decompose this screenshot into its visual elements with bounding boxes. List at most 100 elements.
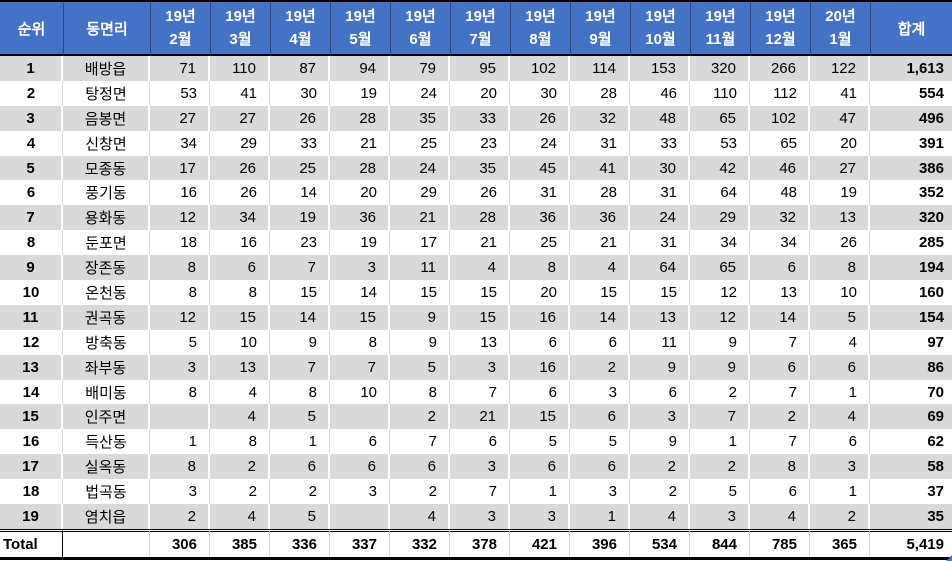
cell-value[interactable]: 20 [810,130,870,156]
cell-value[interactable]: 3 [450,504,510,529]
cell-value[interactable]: 48 [630,105,690,131]
cell-district[interactable]: 온천동 [63,280,150,305]
cell-row-total[interactable]: 62 [870,429,952,455]
cell-value[interactable]: 5 [390,354,450,380]
cell-district[interactable]: 법곡동 [63,479,150,505]
cell-value[interactable]: 7 [690,404,750,430]
cell-value[interactable]: 35 [390,105,450,131]
col-header-month-2[interactable]: 19년 3월 [210,2,270,56]
col-header-rank[interactable]: 순위 [0,2,63,56]
cell-row-total[interactable]: 69 [870,404,952,430]
cell-value[interactable]: 4 [630,504,690,529]
col-header-district[interactable]: 동면리 [63,2,150,56]
cell-value[interactable]: 15 [390,280,450,305]
cell-rank[interactable]: 11 [0,304,63,330]
cell-row-total[interactable]: 37 [870,479,952,505]
col-header-month-3[interactable]: 19년 4월 [270,2,330,56]
cell-value[interactable]: 3 [630,404,690,430]
cell-value[interactable]: 13 [750,280,810,305]
cell-value[interactable]: 26 [810,230,870,256]
cell-value[interactable]: 35 [450,155,510,181]
cell-value[interactable]: 28 [330,105,390,131]
cell-value[interactable]: 15 [450,280,510,305]
cell-value[interactable]: 11 [390,255,450,281]
cell-value[interactable]: 8 [150,280,210,305]
cell-value[interactable]: 1 [570,504,630,529]
cell-value[interactable]: 6 [390,454,450,480]
cell-value[interactable]: 110 [210,56,270,81]
cell-value[interactable]: 4 [450,255,510,281]
cell-value[interactable]: 13 [630,304,690,330]
cell-value[interactable]: 153 [630,56,690,81]
cell-district[interactable]: 득산동 [63,429,150,455]
cell-value[interactable]: 5 [570,429,630,455]
cell-value[interactable]: 28 [570,180,630,206]
cell-district[interactable]: 실옥동 [63,454,150,480]
cell-column-total[interactable]: 332 [390,528,450,557]
col-header-month-5[interactable]: 19년 6월 [390,2,450,56]
cell-value[interactable]: 21 [450,404,510,430]
cell-rank[interactable]: 2 [0,80,63,106]
cell-rank[interactable]: 17 [0,454,63,480]
cell-value[interactable]: 21 [330,130,390,156]
cell-value[interactable]: 42 [690,155,750,181]
cell-value[interactable]: 41 [810,80,870,106]
cell-row-total[interactable]: 285 [870,230,952,256]
cell-value[interactable]: 4 [810,329,870,355]
cell-value[interactable]: 19 [330,230,390,256]
cell-value[interactable]: 17 [390,230,450,256]
cell-value[interactable]: 1 [810,479,870,505]
cell-value[interactable]: 6 [570,404,630,430]
cell-value[interactable]: 12 [150,304,210,330]
cell-value[interactable]: 6 [270,454,330,480]
cell-value[interactable]: 25 [270,155,330,181]
cell-value[interactable]: 8 [210,429,270,455]
cell-district[interactable]: 둔포면 [63,230,150,256]
cell-value[interactable]: 6 [450,429,510,455]
cell-value[interactable]: 2 [390,479,450,505]
cell-value[interactable]: 15 [270,280,330,305]
cell-column-total[interactable]: 337 [330,528,390,557]
cell-value[interactable]: 34 [690,230,750,256]
cell-value[interactable]: 5 [270,404,330,430]
cell-value[interactable]: 30 [630,155,690,181]
cell-value[interactable]: 25 [390,130,450,156]
cell-value[interactable]: 4 [210,379,270,405]
cell-value[interactable]: 9 [390,304,450,330]
cell-value[interactable]: 3 [150,354,210,380]
cell-value[interactable]: 8 [810,255,870,281]
cell-district[interactable]: 장존동 [63,255,150,281]
col-header-month-11[interactable]: 19년 12월 [750,2,810,56]
cell-value[interactable]: 41 [570,155,630,181]
cell-value[interactable]: 2 [690,454,750,480]
cell-rank[interactable]: 5 [0,155,63,181]
cell-district[interactable]: 인주면 [63,404,150,430]
cell-value[interactable]: 15 [570,280,630,305]
cell-value[interactable]: 3 [570,379,630,405]
cell-district[interactable]: 신창면 [63,130,150,156]
cell-value[interactable]: 6 [570,454,630,480]
cell-value[interactable]: 10 [330,379,390,405]
cell-value[interactable]: 17 [150,155,210,181]
cell-value[interactable]: 2 [390,404,450,430]
cell-value[interactable]: 48 [750,180,810,206]
cell-value[interactable]: 4 [390,504,450,529]
cell-value[interactable]: 4 [210,404,270,430]
cell-rank[interactable]: 1 [0,56,63,81]
cell-value[interactable]: 32 [570,105,630,131]
cell-value[interactable]: 3 [810,454,870,480]
cell-row-total[interactable]: 1,613 [870,56,952,81]
cell-value[interactable]: 36 [330,205,390,231]
cell-column-total[interactable]: 534 [630,528,690,557]
cell-value[interactable]: 20 [450,80,510,106]
cell-value[interactable]: 16 [210,230,270,256]
cell-value[interactable]: 26 [210,155,270,181]
cell-rank[interactable]: 16 [0,429,63,455]
cell-value[interactable]: 23 [450,130,510,156]
cell-value[interactable]: 2 [750,404,810,430]
cell-rank[interactable]: 12 [0,329,63,355]
cell-value[interactable]: 2 [810,504,870,529]
cell-value[interactable]: 9 [630,429,690,455]
cell-value[interactable]: 8 [750,454,810,480]
col-header-month-4[interactable]: 19년 5월 [330,2,390,56]
